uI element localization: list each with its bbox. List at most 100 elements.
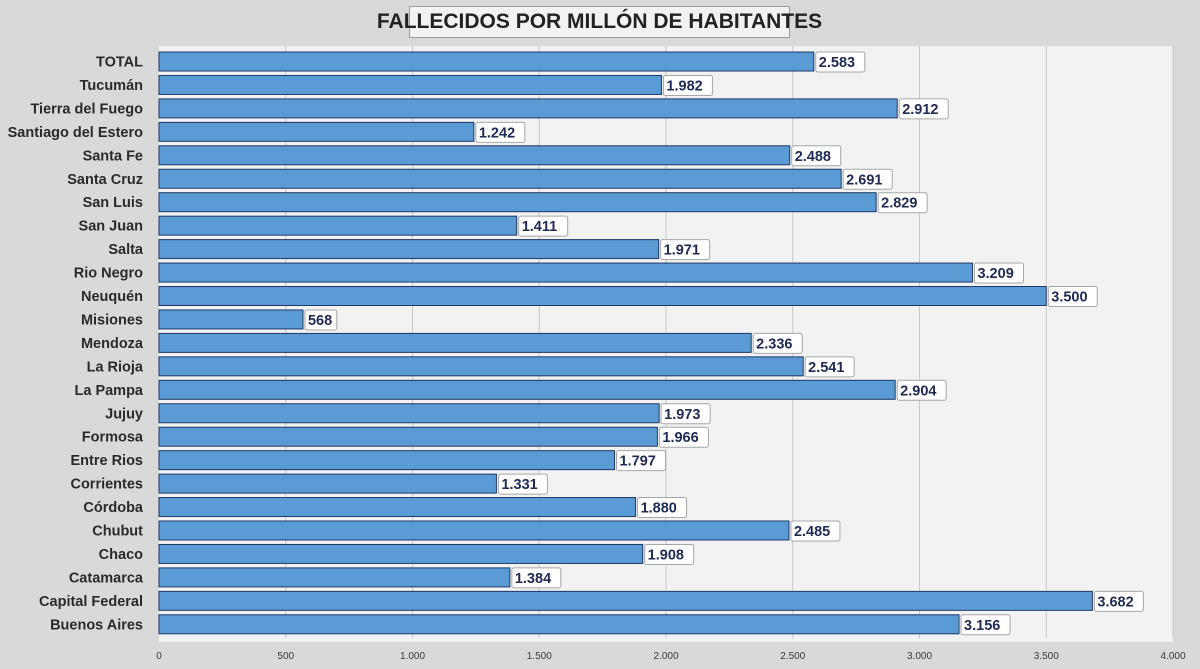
data-label-box (1047, 286, 1098, 307)
category-label: Santiago del Estero (8, 125, 144, 141)
data-label: 2.912 (902, 102, 938, 118)
category-label: Misiones (81, 312, 143, 328)
data-label-box (644, 543, 695, 565)
x-tick-label: 2.000 (653, 651, 678, 662)
data-label: 1.797 (620, 454, 656, 470)
data-label-box (898, 98, 949, 120)
data-label: 1.242 (479, 125, 515, 141)
data-label-box (842, 168, 893, 190)
data-label: 1.966 (662, 430, 698, 446)
data-label-box (804, 356, 855, 378)
data-label: 2.488 (795, 149, 831, 165)
category-label: La Rioja (87, 359, 144, 375)
category-label: Tierra del Fuego (30, 101, 143, 117)
data-label-box (790, 520, 841, 542)
data-label-box (475, 121, 526, 143)
category-label: Mendoza (81, 336, 144, 352)
data-label-box (497, 473, 548, 495)
bar (158, 51, 815, 72)
bar (158, 356, 804, 377)
category-label: TOTAL (96, 55, 143, 71)
bar (158, 215, 518, 236)
data-label-box (511, 567, 562, 589)
bar (158, 543, 644, 564)
category-label: Capital Federal (39, 594, 143, 610)
data-label-box (518, 215, 569, 237)
category-label: Chaco (99, 547, 143, 563)
data-label-box (960, 614, 1011, 636)
bar (158, 145, 791, 166)
bar (158, 168, 842, 189)
category-label: Salta (108, 242, 144, 258)
data-label: 2.829 (881, 196, 917, 212)
x-tick-label: 500 (277, 651, 294, 662)
data-label-box (752, 332, 803, 354)
x-tick-label: 4.000 (1160, 651, 1185, 662)
data-label-box (877, 192, 928, 214)
bar (158, 286, 1047, 306)
bar (158, 590, 1093, 611)
data-label-box (660, 239, 711, 261)
category-label: Rio Negro (74, 266, 143, 282)
category-label: San Luis (83, 195, 143, 211)
bar (158, 239, 660, 260)
x-tick-label: 2.500 (780, 651, 805, 662)
category-label: Jujuy (105, 406, 143, 422)
data-label: 2.904 (900, 383, 936, 399)
data-label: 1.971 (664, 243, 700, 259)
data-label-box (304, 309, 338, 331)
bar (158, 403, 660, 424)
data-label: 3.156 (964, 618, 1000, 634)
data-label: 2.691 (846, 172, 882, 188)
data-label-box (815, 51, 866, 73)
data-label: 3.682 (1097, 594, 1133, 610)
data-label-box (1093, 590, 1144, 612)
bar (158, 332, 752, 353)
bar (158, 121, 475, 142)
data-label: 1.982 (666, 78, 702, 94)
bar (158, 497, 637, 518)
data-label: 1.384 (515, 571, 551, 587)
bar (158, 309, 304, 330)
bar (158, 520, 790, 541)
bar (158, 426, 658, 447)
data-label-box (616, 450, 667, 472)
data-label: 1.880 (641, 501, 677, 517)
category-label: Catamarca (69, 570, 144, 586)
bar (158, 614, 960, 635)
data-label: 1.973 (664, 407, 700, 423)
data-label: 568 (308, 313, 332, 329)
data-label: 3.209 (977, 266, 1013, 282)
x-axis-tick-labels: 0 500 1.000 1.500 2.000 2.500 3.000 3.500 4.000 (156, 651, 1186, 662)
data-label: 1.411 (522, 219, 558, 235)
data-label: 2.336 (756, 336, 792, 352)
category-label: Corrientes (70, 477, 143, 493)
data-label-box (791, 145, 842, 167)
data-label-box (660, 403, 711, 425)
data-label: 3.500 (1051, 290, 1087, 306)
x-tick-label: 0 (156, 651, 162, 662)
category-label: Neuquén (81, 289, 143, 305)
data-label: 1.908 (648, 547, 684, 563)
category-label: San Juan (79, 219, 143, 235)
data-labels: 2.583 1.982 2.912 1.242 2.488 2.691 2.829 1.411… (304, 51, 1144, 636)
category-labels: TOTAL Tucumán Tierra del Fuego Santiago del… (8, 55, 144, 634)
bar (158, 450, 616, 471)
category-label: Buenos Aires (50, 617, 143, 633)
bar (158, 262, 973, 283)
x-tick-label: 3.000 (907, 651, 932, 662)
category-label: Tucumán (80, 78, 143, 94)
x-tick-label: 3.500 (1034, 651, 1059, 662)
bar (158, 74, 662, 95)
data-label: 1.331 (501, 477, 537, 493)
category-label: Formosa (82, 430, 144, 446)
data-label-box (896, 379, 947, 401)
x-tick-label: 1.000 (400, 651, 425, 662)
category-label: Córdoba (83, 500, 144, 516)
x-tick-label: 1.500 (527, 651, 552, 662)
data-label: 2.485 (794, 524, 830, 540)
bar (158, 98, 898, 119)
category-label: Santa Cruz (67, 172, 143, 188)
